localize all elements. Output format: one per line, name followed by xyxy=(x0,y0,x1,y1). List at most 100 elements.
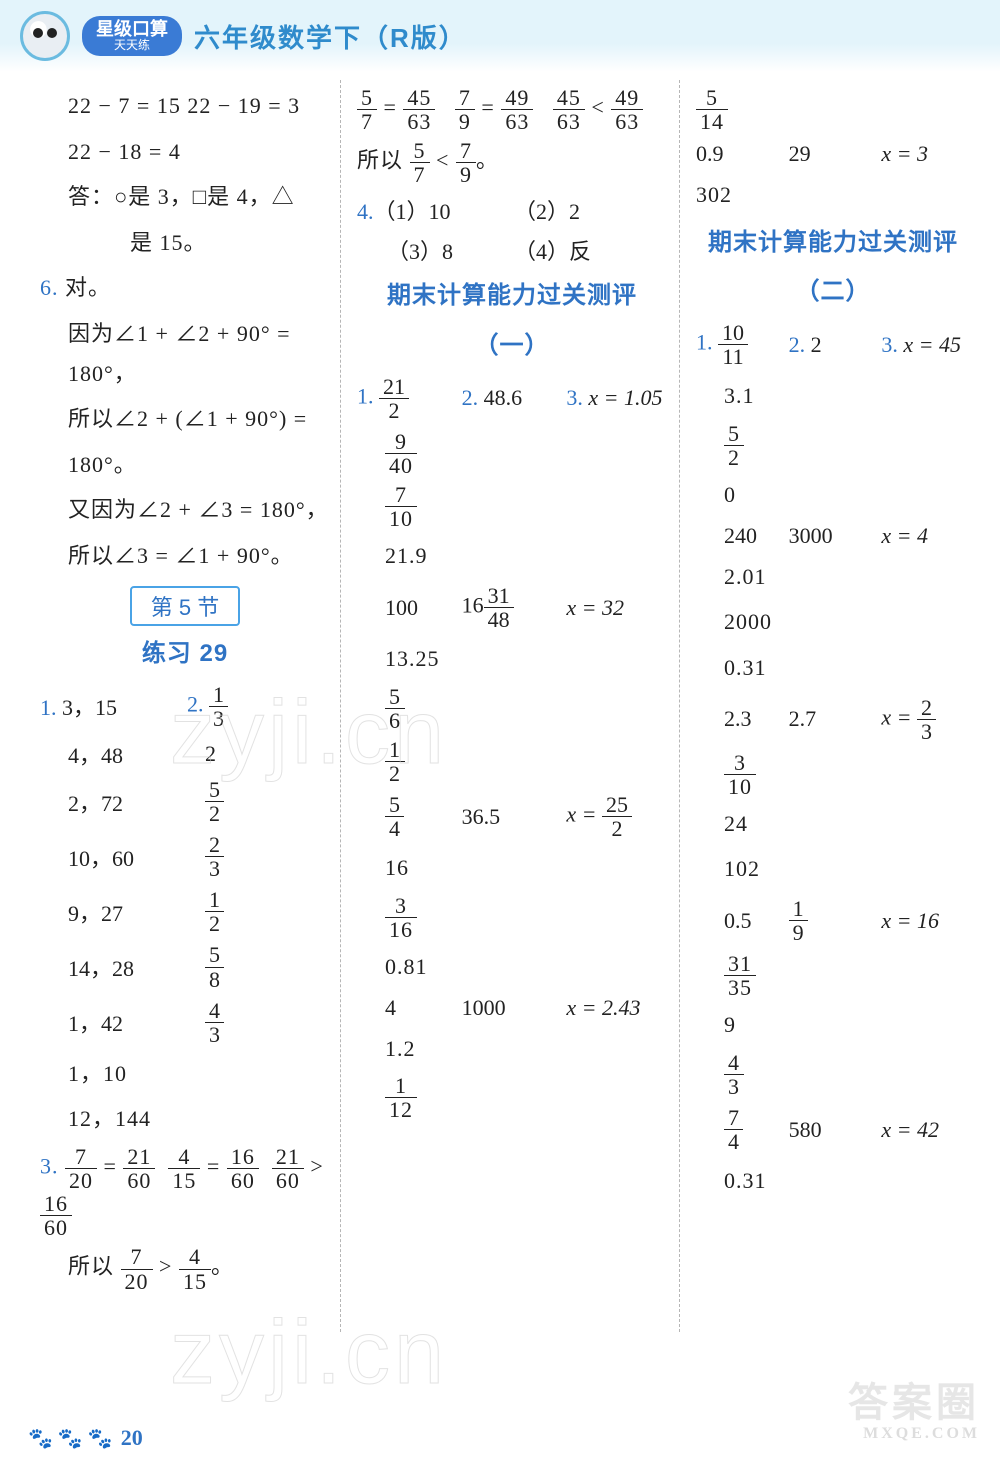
qnum: 4. xyxy=(357,199,374,224)
text: 9 xyxy=(696,1005,970,1045)
fraction: 74 xyxy=(724,1106,743,1153)
mascot-icon xyxy=(20,11,70,61)
text: 2000 xyxy=(696,602,970,642)
text: x = 42 xyxy=(881,1117,970,1143)
fraction: 23 xyxy=(205,833,224,880)
text: 4，48 xyxy=(40,738,183,770)
fraction: 1660 xyxy=(227,1145,259,1192)
text: 1，42 xyxy=(40,1006,183,1038)
fraction: 710 xyxy=(385,483,417,530)
column-1: 22 − 7 = 15 22 − 19 = 3 22 − 18 = 4 答：○是… xyxy=(30,80,340,1332)
mixed-fraction: 163148 xyxy=(462,584,563,631)
text-line: 22 − 18 = 4 xyxy=(40,132,330,172)
fraction: 1011 xyxy=(718,321,748,368)
text: 2，72 xyxy=(40,786,183,818)
text: （1）10 xyxy=(374,199,451,224)
row: 4，48 2 xyxy=(40,738,330,770)
fraction: 4963 xyxy=(611,86,643,133)
text: x = 16 xyxy=(881,908,970,934)
fraction: 720 xyxy=(121,1245,153,1292)
text: 580 xyxy=(789,1117,878,1143)
qnum: 2. xyxy=(789,332,806,357)
text-line: 6. 对。 xyxy=(40,268,330,308)
page-body: zyji.cn zyji.cn 22 − 7 = 15 22 − 19 = 3 … xyxy=(0,72,1000,1392)
text-line: 又因为∠2 + ∠3 = 180°， xyxy=(40,490,330,530)
fraction: 57 xyxy=(410,139,430,186)
fraction: 79 xyxy=(456,139,476,186)
text: x = 4 xyxy=(881,523,970,549)
qnum: 2. xyxy=(187,691,204,716)
text: 0.9 xyxy=(696,141,785,167)
text: x = 2.43 xyxy=(566,995,667,1021)
text-line: 43 xyxy=(696,1051,970,1098)
row: 4.（1）10 （2）2 xyxy=(357,194,667,226)
text: （4）反 xyxy=(514,234,667,266)
fraction: 79 xyxy=(455,86,475,133)
fraction: 4563 xyxy=(403,86,435,133)
text: 2.7 xyxy=(789,706,878,732)
row: 1. 212 2. 48.6 3. x = 1.05 xyxy=(357,375,667,422)
qnum: 3. xyxy=(40,1154,59,1179)
fraction: 52 xyxy=(205,778,224,825)
text: 1000 xyxy=(462,995,563,1021)
fraction: 43 xyxy=(205,999,224,1046)
text: 1，10 xyxy=(40,1054,330,1094)
text: 2.01 xyxy=(696,557,970,597)
text: 9，27 xyxy=(40,896,183,928)
qnum: 2. xyxy=(462,385,479,410)
fraction: 415 xyxy=(168,1145,200,1192)
text-line: 所以∠3 = ∠1 + 90°。 xyxy=(40,536,330,576)
text: 所以 xyxy=(357,148,403,173)
eq-fraction: x = 252 xyxy=(566,793,667,840)
row: 9，27 12 xyxy=(40,888,330,935)
text-line: 57 = 4563 79 = 4963 4563 < 4963 xyxy=(357,86,667,133)
stamp-sub: MXQE.COM xyxy=(848,1425,980,1443)
text: 16 xyxy=(357,848,667,888)
row: （3）8 （4）反 xyxy=(357,234,667,266)
text: 0 xyxy=(696,475,970,515)
row: 14，28 58 xyxy=(40,943,330,990)
text-line: 所以∠2 + (∠1 + 90°) = xyxy=(40,399,330,439)
text: x = 32 xyxy=(566,595,667,621)
text-line: 310 xyxy=(696,751,970,798)
text: 4 xyxy=(357,995,458,1021)
text: x = 3 xyxy=(881,141,970,167)
fraction: 43 xyxy=(724,1051,744,1098)
source-stamp: 答案圈 MXQE.COM xyxy=(848,1381,980,1443)
fraction: 316 xyxy=(385,894,417,941)
row: 1，42 43 xyxy=(40,999,330,1046)
row: 2，72 52 xyxy=(40,778,330,825)
row: 100 163148 x = 32 xyxy=(357,584,667,631)
badge-sub: 天天练 xyxy=(96,39,168,52)
text: x = 1.05 xyxy=(588,385,662,410)
text-line: 所以 57 < 79。 xyxy=(357,139,667,186)
text: 24 xyxy=(696,804,970,844)
text: x = 45 xyxy=(903,332,961,357)
text: 2 xyxy=(811,332,822,357)
text: 3，15 xyxy=(62,695,117,720)
text: 0.31 xyxy=(696,1161,970,1201)
fraction: 720 xyxy=(65,1145,97,1192)
fraction: 19 xyxy=(789,897,808,944)
text: （2）2 xyxy=(514,194,667,226)
text: 所以 xyxy=(68,1254,114,1279)
column-2: 57 = 4563 79 = 4963 4563 < 4963 所以 57 < … xyxy=(340,80,680,1332)
text: 100 xyxy=(357,595,458,621)
fraction: 415 xyxy=(179,1245,211,1292)
text: （3）8 xyxy=(357,234,510,266)
fraction: 4563 xyxy=(553,86,585,133)
text-line: 因为∠1 + ∠2 + 90° = 180°， xyxy=(40,314,330,393)
row: 54 36.5 x = 252 xyxy=(357,793,667,840)
text: 0.5 xyxy=(696,908,785,934)
text-line: 56 xyxy=(357,685,667,732)
paw-icon: 🐾 🐾 🐾 xyxy=(28,1426,113,1451)
text: 102 xyxy=(696,849,970,889)
text: 48.6 xyxy=(484,385,523,410)
fraction: 112 xyxy=(385,1074,417,1121)
stamp-top: 答案圈 xyxy=(848,1380,980,1425)
text: 12，144 xyxy=(40,1099,330,1139)
fraction: 310 xyxy=(724,751,756,798)
fraction: 1660 xyxy=(40,1192,72,1239)
text: 0.81 xyxy=(357,947,667,987)
q3-line1: 3. 720 = 2160 415 = 1660 2160 > 1660 xyxy=(40,1145,330,1239)
